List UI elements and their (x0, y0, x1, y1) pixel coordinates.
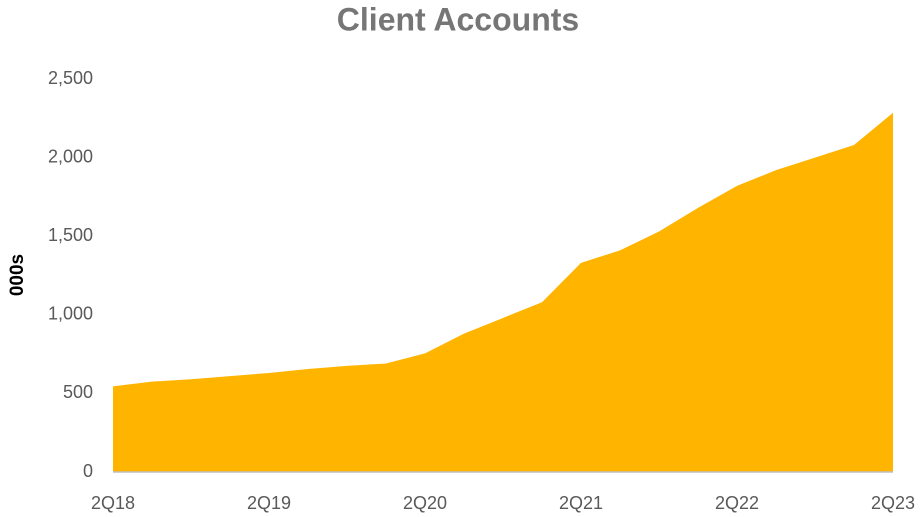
x-tick-label: 2Q19 (247, 493, 291, 513)
y-tick-label: 500 (63, 382, 93, 402)
y-axis-label: 000s (7, 254, 28, 296)
y-tick-label: 2,500 (48, 68, 93, 88)
chart-title: Client Accounts (337, 1, 579, 37)
x-tick-label: 2Q18 (91, 493, 135, 513)
y-tick-label: 0 (83, 461, 93, 481)
area (113, 112, 893, 472)
y-tick-label: 1,000 (48, 304, 93, 324)
y-tick-label: 1,500 (48, 225, 93, 245)
x-tick-label: 2Q22 (715, 493, 759, 513)
y-tick-label: 2,000 (48, 146, 93, 166)
x-tick-label: 2Q21 (559, 493, 603, 513)
x-tick-label: 2Q23 (871, 493, 915, 513)
x-tick-label: 2Q20 (403, 493, 447, 513)
